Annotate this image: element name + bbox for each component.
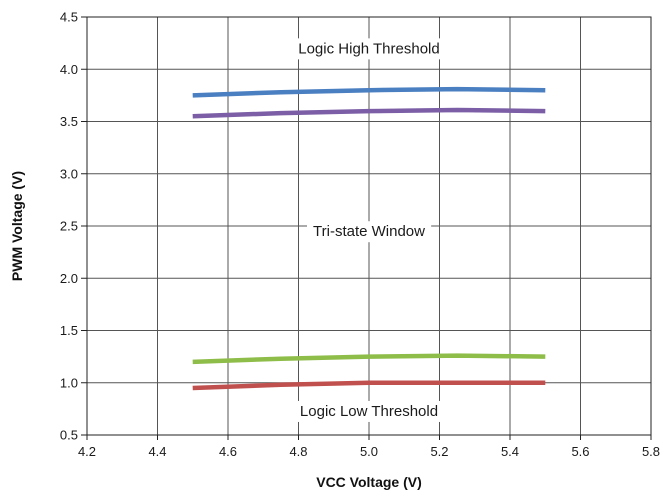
y-tick-label: 2.5 [60,219,78,234]
y-tick-label: 4.0 [60,62,78,77]
annotations: Logic High Threshold Tri-state Window Logi… [292,38,446,422]
annotation: Logic Low Threshold [293,400,445,422]
series-line [192,107,546,119]
x-tick-label: 5.2 [430,444,448,459]
series-line [192,380,546,391]
x-tick-label: 5.6 [571,444,589,459]
annotation: Logic High Threshold [292,38,446,60]
y-tick-label: 0.5 [60,428,78,443]
series-line [192,86,546,98]
annotation-label: Logic High Threshold [298,40,439,57]
x-tick-label: 4.2 [78,444,96,459]
annotation-label: Logic Low Threshold [300,403,438,420]
annotation: Tri-state Window [307,221,432,243]
x-tick-label: 4.4 [148,444,166,459]
y-tick-labels: 0.5 1.0 1.5 2.0 2.5 3.0 3.5 4.0 4.5 [60,10,78,443]
annotation-label: Tri-state Window [313,223,425,240]
annotation-background [293,400,445,422]
y-tick-label: 1.5 [60,323,78,338]
grid [81,16,652,440]
annotation-background [292,38,446,60]
x-tick-label: 4.6 [219,444,237,459]
x-tick-label: 4.8 [289,444,307,459]
x-axis-title: VCC Voltage (V) [316,474,422,490]
plot-frame [86,16,652,436]
y-axis-title: PWM Voltage (V) [9,171,25,281]
series-line [192,353,546,365]
y-tick-label: 1.0 [60,375,78,390]
y-tick-label: 3.5 [60,114,78,129]
y-tick-label: 4.5 [60,10,78,25]
x-tick-label: 5.0 [360,444,378,459]
x-tick-labels: 4.2 4.4 4.6 4.8 5.0 5.2 5.4 5.6 5.8 [78,444,660,459]
x-tick-label: 5.8 [642,444,660,459]
series-layer [192,86,546,391]
y-tick-label: 2.0 [60,271,78,286]
x-tick-label: 5.4 [501,444,519,459]
annotation-background [307,221,432,243]
y-tick-label: 3.0 [60,166,78,181]
